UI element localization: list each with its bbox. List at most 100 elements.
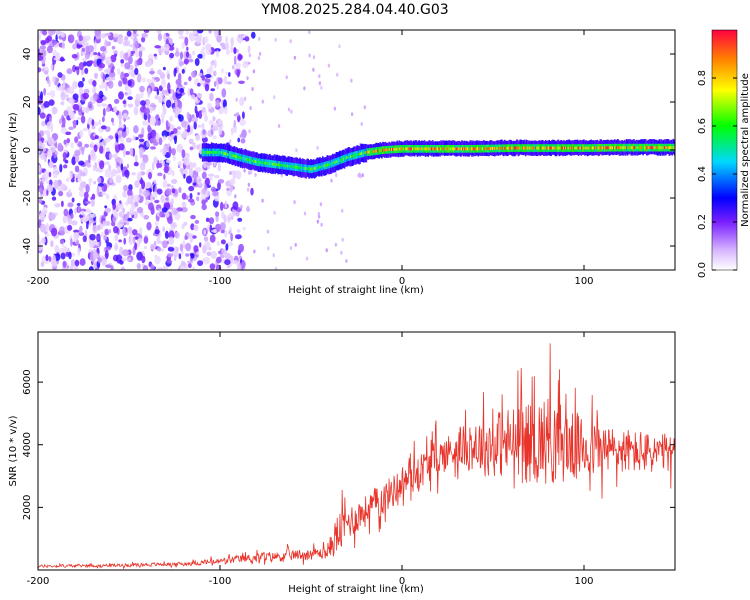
signal-core <box>423 147 426 151</box>
signal-core <box>416 147 419 151</box>
signal-core <box>397 147 399 151</box>
noise-speckle <box>45 254 49 262</box>
noise-speckle <box>54 244 59 254</box>
noise-speckle <box>46 75 50 84</box>
noise-speckle <box>124 83 129 92</box>
signal-core <box>454 147 457 151</box>
noise-speckle <box>207 102 212 110</box>
signal-core <box>205 151 207 154</box>
colorbar-label: Normalized spectral amplitude <box>740 73 750 227</box>
signal-core <box>405 147 408 151</box>
signal-core <box>404 147 407 151</box>
noise-speckle <box>201 46 206 51</box>
signal-core <box>665 146 668 150</box>
noise-speckle <box>51 261 58 268</box>
noise-speckle <box>154 56 158 60</box>
noise-speckle <box>62 260 67 268</box>
signal-core <box>460 147 462 151</box>
signal-core <box>556 146 559 150</box>
signal-core <box>244 157 247 161</box>
noise-speckle <box>123 112 128 119</box>
signal-core <box>565 146 568 150</box>
noise-speckle <box>76 203 81 206</box>
noise-speckle <box>65 131 72 136</box>
signal-core <box>651 146 653 150</box>
noise-speckle <box>53 57 58 61</box>
signal-core <box>476 147 479 151</box>
noise-speckle <box>244 36 250 42</box>
noise-speckle <box>102 220 106 227</box>
noise-speckle <box>116 202 122 211</box>
noise-speckle <box>102 103 108 107</box>
noise-speckle <box>185 175 193 184</box>
signal-core <box>406 147 409 151</box>
signal-core <box>303 166 306 170</box>
noise-speckle <box>124 52 129 62</box>
signal-core <box>662 146 664 150</box>
signal-core <box>630 146 632 150</box>
noise-speckle <box>47 137 55 146</box>
noise-speckle <box>156 246 162 252</box>
signal-core <box>223 151 226 155</box>
noise-speckle <box>170 89 174 94</box>
signal-core <box>538 146 541 150</box>
signal-core <box>229 153 231 157</box>
signal-core <box>534 146 537 150</box>
noise-speckle <box>197 93 203 99</box>
signal-core <box>327 163 329 167</box>
signal-core <box>311 167 314 171</box>
noise-speckle <box>150 79 157 83</box>
noise-speckle <box>289 39 292 44</box>
noise-speckle <box>139 187 143 195</box>
noise-speckle <box>221 68 224 74</box>
noise-speckle <box>48 171 52 178</box>
noise-speckle <box>195 134 201 141</box>
noise-speckle <box>88 104 93 109</box>
noise-speckle <box>330 178 333 183</box>
signal-core <box>560 146 562 150</box>
noise-speckle <box>289 246 293 250</box>
signal-core <box>624 146 627 150</box>
noise-speckle <box>163 173 166 180</box>
colorbar-ticks: 0.0 0.2 0.4 0.6 0.8 <box>697 70 737 278</box>
noise-speckle <box>161 79 167 88</box>
noise-speckle <box>200 196 206 201</box>
noise-speckle <box>293 55 297 60</box>
noise-speckle <box>124 169 130 178</box>
noise-speckle <box>257 56 261 61</box>
signal-core <box>433 147 436 151</box>
noise-speckle <box>162 103 166 110</box>
signal-core <box>361 152 363 156</box>
noise-speckle <box>233 119 236 128</box>
signal-core <box>649 146 652 150</box>
signal-core <box>276 163 278 167</box>
signal-core <box>295 165 298 169</box>
signal-core <box>358 152 360 156</box>
signal-core <box>366 150 369 154</box>
noise-speckle <box>134 67 139 76</box>
noise-speckle <box>88 219 92 227</box>
noise-speckle <box>59 238 64 245</box>
signal-core <box>552 146 554 150</box>
signal-core <box>473 147 476 151</box>
noise-speckle <box>104 231 109 236</box>
signal-core <box>382 148 384 152</box>
noise-speckle <box>128 236 134 246</box>
noise-speckle <box>224 200 228 209</box>
noise-speckle <box>261 99 264 104</box>
signal-core <box>572 146 574 150</box>
noise-speckle <box>250 187 254 196</box>
noise-speckle <box>167 122 171 127</box>
noise-speckle <box>43 260 50 264</box>
noise-speckle <box>239 97 245 107</box>
signal-core <box>591 146 593 150</box>
noise-speckle <box>232 208 237 217</box>
signal-core <box>597 146 600 150</box>
noise-speckle <box>120 59 125 64</box>
noise-speckle <box>142 265 149 270</box>
noise-speckle <box>73 234 77 243</box>
noise-speckle <box>162 265 167 270</box>
signal-core <box>664 146 666 150</box>
signal-core <box>232 154 235 158</box>
signal-core <box>256 160 258 164</box>
